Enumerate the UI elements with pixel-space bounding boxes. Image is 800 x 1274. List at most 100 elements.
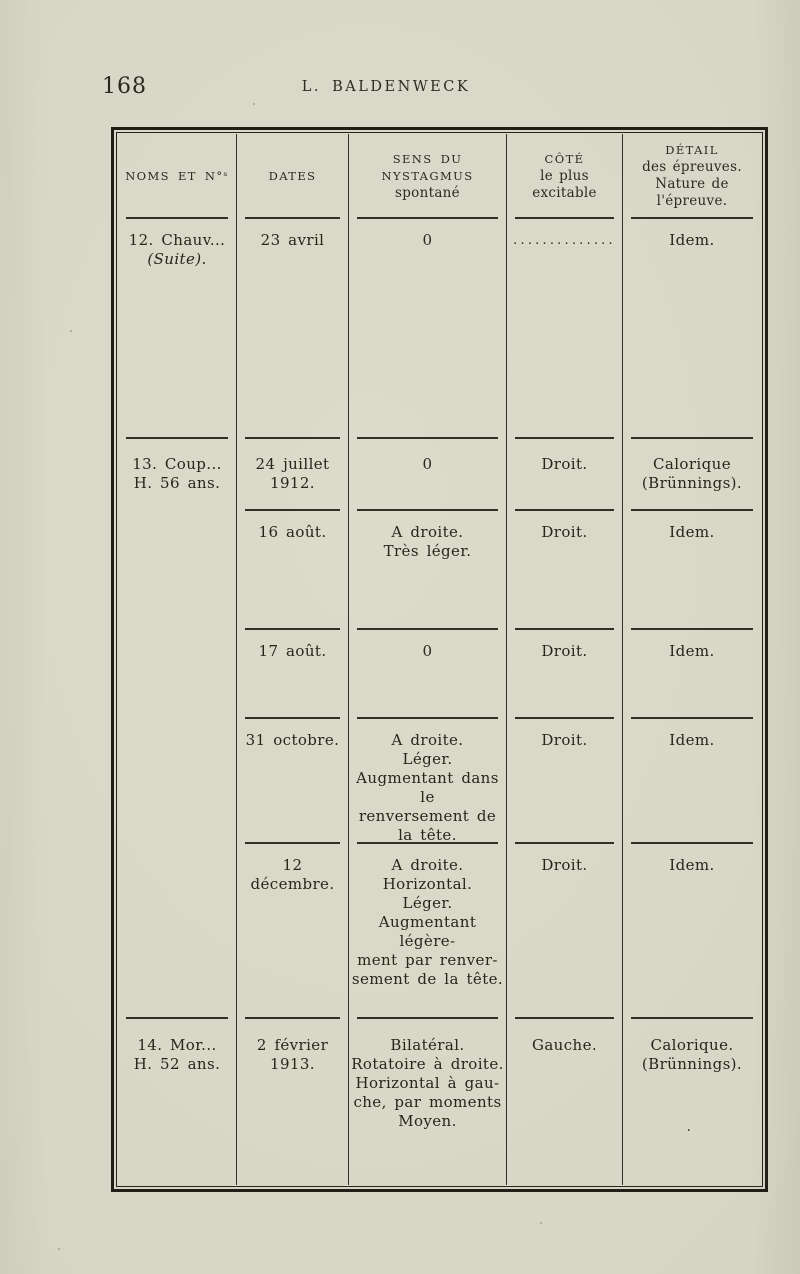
cell-nystagmus-r12: 0 [349, 217, 507, 438]
cell-line: Horizontal à gau- [355, 1074, 500, 1092]
cell-line: 13. Coup... [132, 455, 222, 473]
header-line: CÔTÉ [544, 151, 585, 166]
header-line: DATES [268, 168, 317, 183]
cell-line: Droit. [541, 856, 588, 874]
cell-line: 23 avril [260, 231, 325, 249]
cell-line: Idem. [669, 731, 715, 749]
cell-line: sement de la tête. [351, 970, 504, 988]
cell-date-16-aout: 16 août. [237, 509, 349, 629]
cell-line: A droite. [391, 731, 464, 749]
cell-line: 31 octobre. [245, 731, 340, 749]
cell-line: Idem. [669, 523, 715, 541]
header-line: spontané [395, 184, 460, 201]
cell-line: Gauche. [531, 1036, 598, 1054]
cell-line: 24 juillet [255, 455, 330, 473]
cell-line: A droite. [391, 856, 464, 874]
data-table-frame: NOMS ET N°ˢ DATES SENS DU NYSTAGMUS spon… [111, 127, 768, 1192]
cell-line: Idem. [669, 856, 715, 874]
cell-line: (Brünnings). [641, 1055, 743, 1073]
header-cote-excitable: CÔTÉ le plus excitable [507, 134, 623, 218]
cell-line: Droit. [541, 455, 588, 473]
cell-line: che, par moments [353, 1093, 502, 1111]
cell-detail-16-aout: Idem. [623, 509, 761, 629]
header-line: NOMS ET N°ˢ [125, 168, 229, 183]
cell-cote-24-juillet: Droit. [507, 437, 623, 510]
header-detail-epreuves: DÉTAIL des épreuves. Nature de l'épreuve… [623, 134, 761, 218]
cell-cote-dots: .............. [507, 217, 623, 438]
cell-line: Léger. [402, 750, 453, 768]
cell-cote-16-aout: Droit. [507, 509, 623, 629]
cell-line: Augmentant dans le [356, 769, 499, 806]
cell-line: Calorique. [650, 1036, 734, 1054]
cell-line: Léger. [402, 894, 453, 912]
cell-line: Moyen. [398, 1112, 457, 1130]
cell-nystagmus-r14: Bilatéral. Rotatoire à droite. Horizonta… [349, 1017, 507, 1185]
cell-detail-24-juillet: Calorique (Brünnings). [623, 437, 761, 510]
cell-line: Idem. [669, 642, 715, 660]
cell-date-31-octobre: 31 octobre. [237, 717, 349, 843]
cell-detail-17-aout: Idem. [623, 628, 761, 718]
header-dates: DATES [237, 134, 349, 218]
data-table: NOMS ET N°ˢ DATES SENS DU NYSTAGMUS spon… [118, 134, 761, 1185]
cell-line: Calorique [653, 455, 731, 473]
cell-line: renversement de [358, 807, 497, 825]
cell-cote-31-octobre: Droit. [507, 717, 623, 843]
header-line: DÉTAIL [665, 143, 719, 157]
cell-nystagmus-24-juillet: 0 [349, 437, 507, 510]
cell-line: H. 56 ans. [133, 474, 221, 492]
cell-line: 0 [422, 642, 433, 660]
cell-date-23-avril: 23 avril [237, 217, 349, 438]
cell-nystagmus-12-decembre: A droite. Horizontal. Léger. Augmentant … [349, 842, 507, 1018]
cell-name-patient-14: 14. Mor... H. 52 ans. [118, 1017, 237, 1185]
cell-line: 0 [422, 455, 433, 473]
cell-line: H. 52 ans. [133, 1055, 221, 1073]
cell-line: Bilatéral. [390, 1036, 465, 1054]
cell-date-24-juillet: 24 juillet 1912. [237, 437, 349, 510]
cell-cote-r14: Gauche. [507, 1017, 623, 1185]
scan-speck [58, 1248, 60, 1250]
cell-line: la tête. [398, 826, 457, 844]
cell-line: 14. Mor... [137, 1036, 217, 1054]
cell-line: Droit. [541, 523, 588, 541]
running-head: L. BALDENWECK [301, 79, 471, 95]
cell-date-17-aout: 17 août. [237, 628, 349, 718]
cell-name-patient-12: 12. Chauv... (Suite). [118, 217, 237, 438]
cell-cote-12-decembre: Droit. [507, 842, 623, 1018]
header-line: SENS DU NYSTAGMUS [381, 151, 474, 183]
header-line: des épreuves. [642, 159, 742, 175]
cell-detail-12-decembre: Idem. [623, 842, 761, 1018]
cell-line: Augmentant légère- [378, 913, 477, 950]
cell-line: 12. Chauv... [128, 231, 226, 249]
cell-line: Droit. [541, 642, 588, 660]
cell-line: 1912. [270, 474, 315, 492]
cell-detail-r14: Calorique. (Brünnings). . [623, 1017, 761, 1185]
cell-line: 2 février 1913. [256, 1036, 329, 1073]
page-number: 168 [102, 74, 147, 99]
cell-name-patient-13: 13. Coup... H. 56 ans. [118, 437, 237, 1185]
dotted-leader: .............. [513, 233, 616, 248]
scan-speck [253, 103, 255, 105]
cell-detail-31-octobre: Idem. [623, 717, 761, 843]
cell-line: ment par renver- [357, 951, 498, 969]
scan-speck [540, 1222, 542, 1224]
cell-date-12-decembre: 12 décembre. [237, 842, 349, 1018]
cell-line: (Brünnings). [641, 474, 743, 492]
header-line: le plus excitable [532, 167, 597, 201]
cell-date-2-fevrier-1913: 2 février 1913. [237, 1017, 349, 1185]
cell-line: 17 août. [258, 642, 327, 660]
cell-line: 0 [422, 231, 433, 249]
cell-detail-r12: Idem. [623, 217, 761, 438]
header-noms-et-nos: NOMS ET N°ˢ [118, 134, 237, 218]
cell-nystagmus-16-aout: A droite. Très léger. [349, 509, 507, 629]
cell-line: A droite. [391, 523, 464, 541]
cell-nystagmus-17-aout: 0 [349, 628, 507, 718]
header-sens-du-nystagmus: SENS DU NYSTAGMUS spontané [349, 134, 507, 218]
cell-line: Droit. [541, 731, 588, 749]
cell-line: (Suite). [147, 250, 207, 268]
cell-line: Rotatoire à droite. [351, 1055, 504, 1073]
cell-line: 12 décembre. [250, 856, 335, 893]
cell-line: Idem. [669, 231, 715, 249]
cell-line: Très léger. [383, 542, 472, 560]
cell-line: Horizontal. [382, 875, 473, 893]
